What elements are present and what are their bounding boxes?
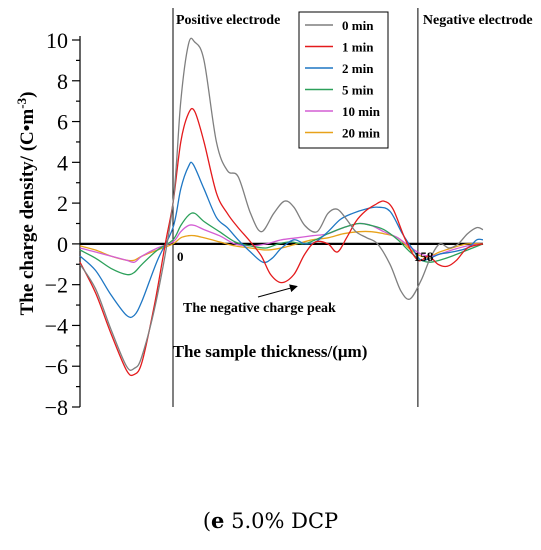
y-axis-label-main: The charge density/ (C•m (17, 109, 38, 316)
y-tick-label: 10 (46, 28, 68, 53)
axes: 10 8 6 4 2 0 −2 −4 −6 −8 (45, 8, 483, 420)
y-axis-label-superscript: -3 (14, 97, 29, 108)
x-axis-label: The sample thickness/(μm) (173, 342, 368, 361)
y-tick-label: −8 (45, 395, 68, 420)
legend-entry: 0 min (342, 18, 374, 33)
series-line-10-min (79, 222, 484, 264)
figure-caption: (e 5.0% DCP (202, 508, 339, 533)
series-line-5-min (79, 212, 484, 276)
negative-electrode-label: Negative electrode (423, 13, 533, 28)
legend-entry: 2 min (342, 61, 374, 76)
x-tick-label-0: 0 (177, 249, 184, 264)
legend-entry: 5 min (342, 83, 374, 98)
y-tick-label: −2 (45, 273, 68, 298)
y-tick-label: 4 (57, 150, 68, 175)
chart-labels: The charge density/ (C•m-3) The sample t… (14, 13, 533, 361)
series-line-0-min (79, 37, 484, 371)
x-tick-label-158: 158 (414, 249, 434, 264)
negative-charge-peak-annotation: The negative charge peak (183, 301, 336, 316)
y-tick-label: 6 (57, 110, 68, 135)
positive-electrode-label: Positive electrode (176, 13, 280, 28)
caption-panel-letter: e (211, 508, 225, 533)
legend-entry: 20 min (342, 126, 381, 141)
series-lines (79, 37, 484, 377)
y-tick-label: 8 (57, 69, 68, 94)
legend-entry: 10 min (342, 104, 381, 119)
y-tick-label: −6 (45, 354, 68, 379)
legend-box (298, 11, 389, 149)
legend-entry: 1 min (342, 40, 374, 55)
caption-text: 5.0% DCP (224, 509, 339, 533)
series-line-1-min (79, 107, 484, 377)
y-axis-label: The charge density/ (C•m-3) (14, 92, 39, 316)
y-tick-label: −4 (45, 313, 68, 338)
y-tick-label: 0 (57, 232, 68, 257)
legend: 0 min 1 min 2 min 5 min 10 min 20 min (298, 11, 389, 149)
y-tick-label: 2 (57, 191, 68, 216)
y-axis-label-close: ) (17, 92, 38, 98)
annotation-arrow (257, 284, 298, 298)
